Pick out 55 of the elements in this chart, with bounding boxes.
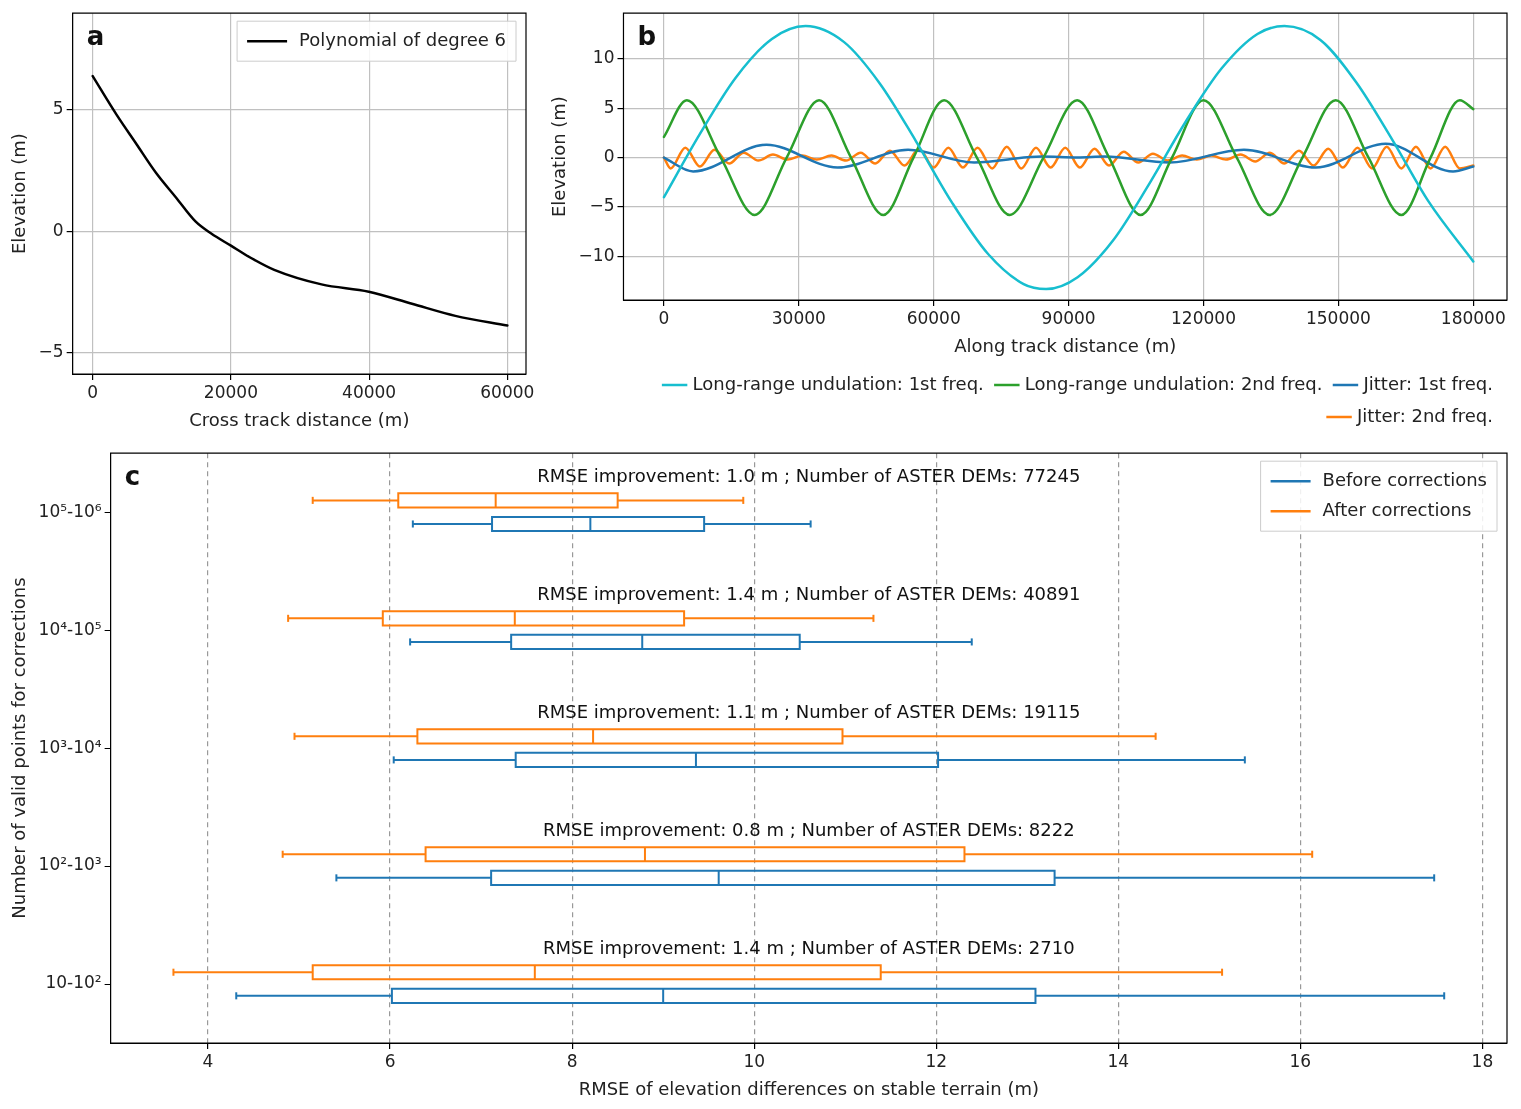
y-tick-label: 10³-10⁴ [38, 736, 102, 757]
x-tick-label: 16 [1289, 1050, 1312, 1071]
annotation: RMSE improvement: 1.0 m ; Number of ASTER DEMs: 77245 [537, 465, 1081, 487]
y-axis-title: Number of valid points for corrections [8, 577, 30, 919]
x-tick-label: 6 [384, 1050, 396, 1071]
y-tick-label: 10⁴-10⁵ [38, 618, 102, 639]
x-tick-label: 10 [743, 1050, 766, 1071]
x-tick-label: 0 [658, 307, 670, 328]
x-tick-label: 4 [202, 1050, 214, 1071]
annotation: a [86, 20, 105, 51]
annotation: RMSE improvement: 1.4 m ; Number of ASTER DEMs: 40891 [537, 583, 1081, 605]
y-tick-label: 10²-10³ [38, 854, 102, 875]
y-tick-label: 10-10² [45, 972, 102, 993]
x-tick-label: 40000 [342, 381, 397, 402]
line-series [91, 74, 509, 327]
y-tick-label: 0 [603, 146, 615, 167]
x-tick-label: 8 [566, 1050, 578, 1071]
x-tick-label: 18 [1471, 1050, 1494, 1071]
y-axis-title: Elevation (m) [548, 96, 570, 218]
y-tick-label: 10⁵-10⁶ [38, 500, 102, 521]
line-series [662, 24, 1475, 291]
legend-label: Jitter: 2nd freq. [1356, 404, 1494, 426]
y-tick-label: 0 [52, 219, 64, 240]
y-tick-label: 5 [603, 96, 615, 117]
x-tick-label: 120000 [1171, 307, 1236, 328]
y-tick-label: 5 [52, 98, 64, 119]
x-tick-label: 14 [1107, 1050, 1130, 1071]
legend-label: Jitter: 1st freq. [1362, 372, 1493, 394]
legend-label: Long-range undulation: 1st freq. [692, 372, 984, 394]
line-series [662, 98, 1475, 217]
x-axis-title: RMSE of elevation differences on stable terrain (m) [578, 1077, 1039, 1099]
legend-label: Long-range undulation: 2nd freq. [1024, 372, 1323, 394]
x-tick-label: 150000 [1305, 307, 1371, 328]
x-tick-label: 60000 [906, 307, 961, 328]
x-tick-label: 30000 [771, 307, 826, 328]
y-tick-label: −5 [589, 195, 615, 216]
y-tick-label: −5 [38, 340, 64, 361]
x-axis-title: Along track distance (m) [954, 334, 1177, 356]
annotation: RMSE improvement: 1.4 m ; Number of ASTER DEMs: 2710 [542, 937, 1075, 959]
y-axis-title: Elevation (m) [8, 133, 30, 255]
annotation: b [637, 20, 657, 51]
y-tick-label: 10 [592, 47, 615, 68]
annotation: RMSE improvement: 0.8 m ; Number of ASTER DEMs: 8222 [542, 819, 1075, 841]
x-tick-label: 12 [925, 1050, 948, 1071]
y-tick-label: −10 [578, 244, 615, 265]
legend-label: Before corrections [1322, 468, 1488, 490]
legend-label: Polynomial of degree 6 [299, 28, 507, 50]
legend-label: After corrections [1322, 498, 1472, 520]
x-tick-label: 60000 [480, 381, 535, 402]
x-tick-label: 180000 [1440, 307, 1506, 328]
annotation: c [124, 460, 141, 491]
annotation: RMSE improvement: 1.1 m ; Number of ASTER DEMs: 19115 [537, 701, 1081, 723]
x-axis-title: Cross track distance (m) [189, 408, 410, 430]
x-tick-label: 20000 [203, 381, 258, 402]
x-tick-label: 90000 [1041, 307, 1096, 328]
